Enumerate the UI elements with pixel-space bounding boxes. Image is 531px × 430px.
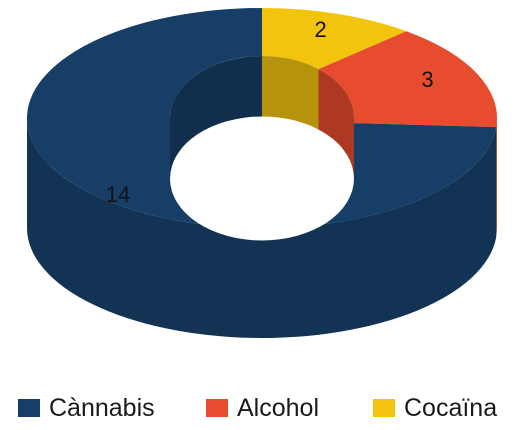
legend-label-cocaina: Cocaïna bbox=[404, 393, 498, 422]
data-labels: 14 3 2 bbox=[106, 17, 434, 207]
legend: Cànnabis Alcohol Cocaïna bbox=[0, 388, 531, 428]
inner-wall-alcohol bbox=[318, 69, 354, 179]
legend-swatch-cannabis bbox=[18, 399, 40, 417]
inner-wall-cannabis bbox=[170, 56, 262, 179]
slice-alcohol bbox=[318, 31, 497, 128]
side-wall-alcohol bbox=[496, 118, 497, 238]
legend-label-cannabis: Cànnabis bbox=[49, 393, 155, 422]
inner-wall-cocaina bbox=[262, 56, 319, 130]
legend-label-alcohol: Alcohol bbox=[237, 393, 319, 422]
slice-cannabis bbox=[27, 8, 497, 228]
donut-top-face bbox=[27, 8, 497, 228]
legend-swatch-cocaina bbox=[373, 399, 395, 417]
donut-chart: 14 3 2 bbox=[27, 8, 497, 338]
legend-item-alcohol: Alcohol bbox=[206, 388, 319, 428]
legend-swatch-alcohol bbox=[206, 399, 228, 417]
legend-item-cannabis: Cànnabis bbox=[18, 388, 155, 428]
slice-cocaina bbox=[262, 8, 407, 70]
legend-item-cocaina: Cocaïna bbox=[373, 388, 497, 428]
data-label-cannabis: 14 bbox=[106, 182, 130, 207]
data-label-cocaina: 2 bbox=[315, 17, 327, 42]
hole-opening bbox=[170, 116, 354, 241]
data-label-alcohol: 3 bbox=[421, 67, 433, 92]
donut-hole bbox=[170, 56, 354, 241]
